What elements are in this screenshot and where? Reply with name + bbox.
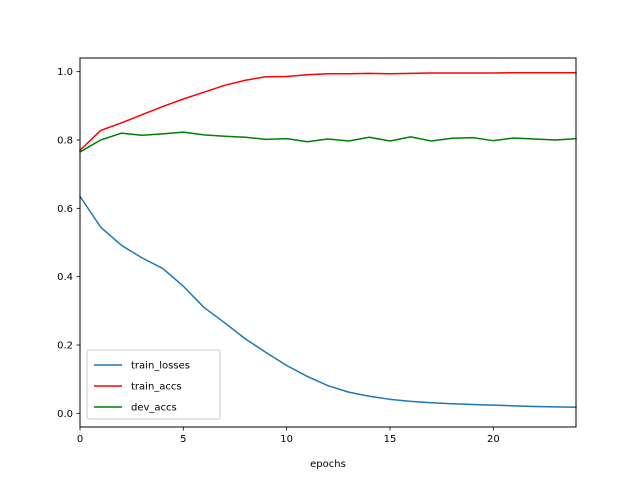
series-line-train-accs (78, 71, 577, 152)
x-tick-label: 10 (280, 434, 293, 445)
series-line-train-losses (78, 195, 577, 408)
legend-box (86, 349, 221, 420)
x-tick-label: 5 (180, 434, 186, 445)
y-tick-label: 1.0 (57, 67, 73, 78)
x-tick-label: 15 (384, 434, 397, 445)
x-tick-label: 20 (487, 434, 500, 445)
legend-label-train-accs: train_accs (131, 382, 182, 393)
x-axis-ticks: 0 5 10 15 20 (77, 427, 500, 445)
legend-label-dev-accs: dev_accs (131, 403, 177, 414)
y-tick-label: 0.4 (57, 272, 73, 283)
x-tick-label: 0 (77, 434, 83, 445)
y-tick-label: 0.2 (57, 341, 73, 352)
plot-lines (78, 71, 577, 408)
y-tick-label: 0.0 (57, 409, 73, 420)
legend-label-train-losses: train_losses (131, 361, 190, 372)
axes-frame (79, 57, 577, 428)
x-axis-label: epochs (310, 459, 346, 470)
series-line-dev-accs (78, 131, 577, 153)
y-axis-ticks: 0.0 0.2 0.4 0.6 0.8 1.0 (57, 67, 80, 420)
y-tick-label: 0.8 (57, 136, 73, 147)
legend: train_losses train_accs dev_accs (86, 349, 221, 420)
y-tick-label: 0.6 (57, 204, 73, 215)
